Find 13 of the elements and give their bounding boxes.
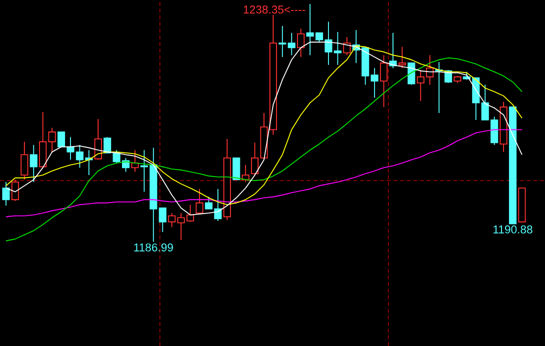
candlestick [500,101,508,152]
candlestick [288,32,296,56]
annotation: 1190.88 [494,225,532,234]
candlestick [223,138,231,220]
candlestick [30,144,38,183]
annotation: 1186.99 [134,243,173,252]
annotation: 1238.35<---- [244,6,306,14]
candlestick [131,150,139,172]
candlestick [168,212,176,228]
candlestick [278,25,286,58]
candlestick [297,28,305,58]
candlestick [2,182,10,206]
candlestick [370,68,378,98]
